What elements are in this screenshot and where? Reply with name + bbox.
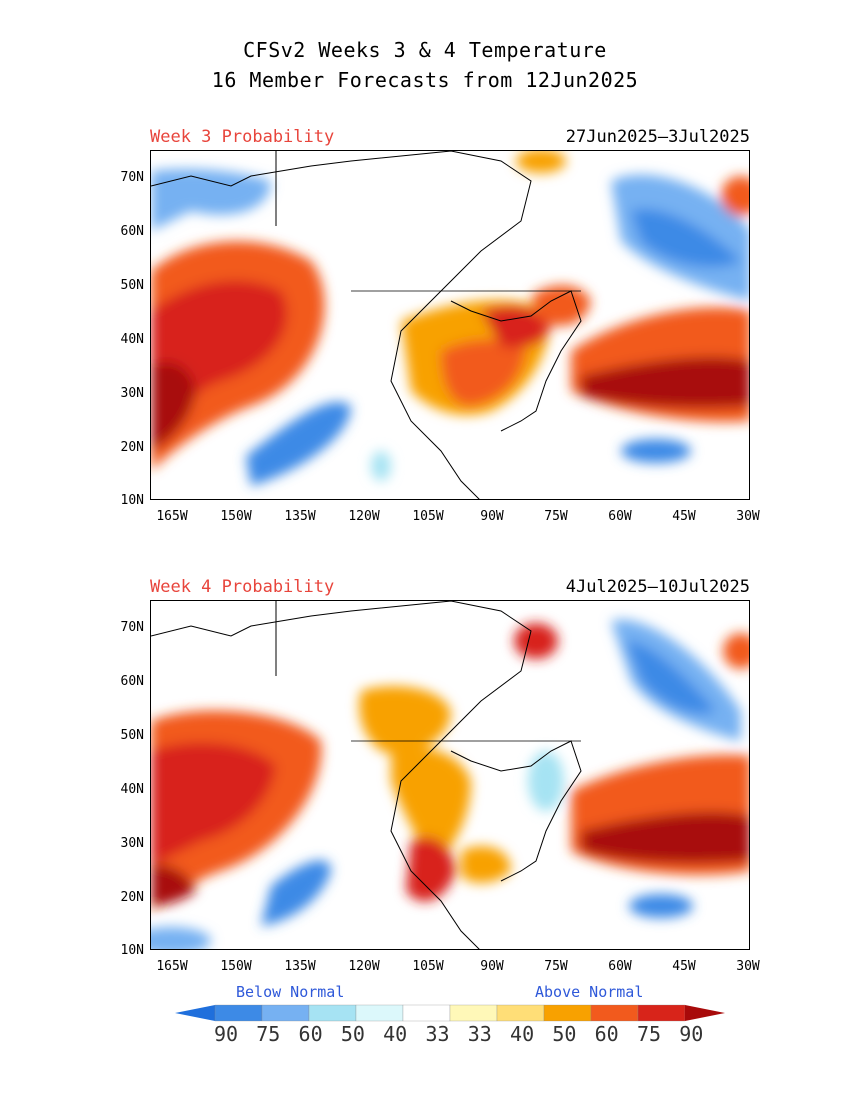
colorbar-arrow-left	[175, 1005, 215, 1021]
w4-lon-75: 75W	[544, 959, 568, 974]
w4-lon-120: 120W	[348, 959, 380, 974]
w4-lat-30: 30N	[120, 836, 144, 851]
colorbar-segment	[355, 1004, 404, 1022]
colorbar-value-label: 75	[636, 1022, 662, 1046]
w3-lon-90: 90W	[480, 509, 504, 524]
w3-lon-150: 150W	[220, 509, 252, 524]
w3-lat-60: 60N	[120, 224, 144, 239]
colorbar-segment	[496, 1004, 545, 1022]
w3-lon-30: 30W	[736, 509, 760, 524]
w4-lon-30: 30W	[736, 959, 760, 974]
chart-title-line1: CFSv2 Weeks 3 & 4 Temperature	[243, 38, 607, 62]
w4-lon-90: 90W	[480, 959, 504, 974]
colorbar-value-label: 33	[425, 1022, 450, 1046]
w3-lat-70: 70N	[120, 170, 144, 185]
week4-map	[150, 600, 750, 950]
colorbar-value-label: 90	[213, 1022, 239, 1046]
w3-lon-135: 135W	[284, 509, 316, 524]
w4-lat-60: 60N	[120, 674, 144, 689]
w4-lon-135: 135W	[284, 959, 316, 974]
w4-lat-10: 10N	[120, 943, 144, 958]
colorbar-segment	[590, 1004, 639, 1022]
week4-label: Week 4 Probability	[150, 577, 335, 597]
colorbar-segment	[214, 1004, 263, 1022]
week3-map	[150, 150, 750, 500]
w3-lon-75: 75W	[544, 509, 568, 524]
colorbar-value-label: 50	[552, 1022, 577, 1046]
colorbar-segment	[261, 1004, 310, 1022]
colorbar-value-label: 50	[340, 1022, 365, 1046]
w4-lon-60: 60W	[608, 959, 632, 974]
w3-lat-50: 50N	[120, 278, 144, 293]
week3-label: Week 3 Probability	[150, 127, 335, 147]
week4-dates: 4Jul2025–10Jul2025	[565, 577, 750, 597]
w3-lat-20: 20N	[120, 440, 144, 455]
chart-title-line2: 16 Member Forecasts from 12Jun2025	[211, 68, 639, 92]
colorbar-value-label: 90	[679, 1022, 704, 1046]
colorbar-segment	[637, 1004, 686, 1022]
colorbar-value-label: 60	[594, 1022, 619, 1046]
colorbar-value-label: 75	[256, 1022, 281, 1046]
w3-lat-10: 10N	[120, 493, 144, 508]
color-bar	[175, 1004, 725, 1022]
w3-lon-165: 165W	[156, 509, 188, 524]
w4-lon-165: 165W	[156, 959, 188, 974]
below-normal-label: Below Normal	[236, 983, 345, 1001]
w3-lon-45: 45W	[672, 509, 696, 524]
colorbar-segment	[449, 1004, 498, 1022]
w4-lat-50: 50N	[120, 728, 144, 743]
colorbar-value-label: 60	[298, 1022, 323, 1046]
colorbar-segment	[308, 1004, 357, 1022]
colorbar-arrow-right	[685, 1005, 725, 1021]
colorbar-segment	[543, 1004, 592, 1022]
colorbar-value-label: 33	[467, 1022, 492, 1046]
w4-lon-150: 150W	[220, 959, 252, 974]
w3-lat-40: 40N	[120, 332, 144, 347]
w4-lat-20: 20N	[120, 890, 144, 905]
w3-lon-105: 105W	[412, 509, 444, 524]
w3-lon-120: 120W	[348, 509, 380, 524]
w4-lon-45: 45W	[672, 959, 696, 974]
colorbar-value-label: 40	[510, 1022, 535, 1046]
w3-lat-30: 30N	[120, 386, 144, 401]
above-normal-label: Above Normal	[535, 983, 644, 1001]
week3-dates: 27Jun2025–3Jul2025	[565, 127, 750, 147]
colorbar-value-label: 40	[383, 1022, 408, 1046]
colorbar-segment	[402, 1004, 451, 1022]
w4-lat-40: 40N	[120, 782, 144, 797]
w3-lon-60: 60W	[608, 509, 632, 524]
w4-lon-105: 105W	[412, 959, 444, 974]
w4-lat-70: 70N	[120, 620, 144, 635]
